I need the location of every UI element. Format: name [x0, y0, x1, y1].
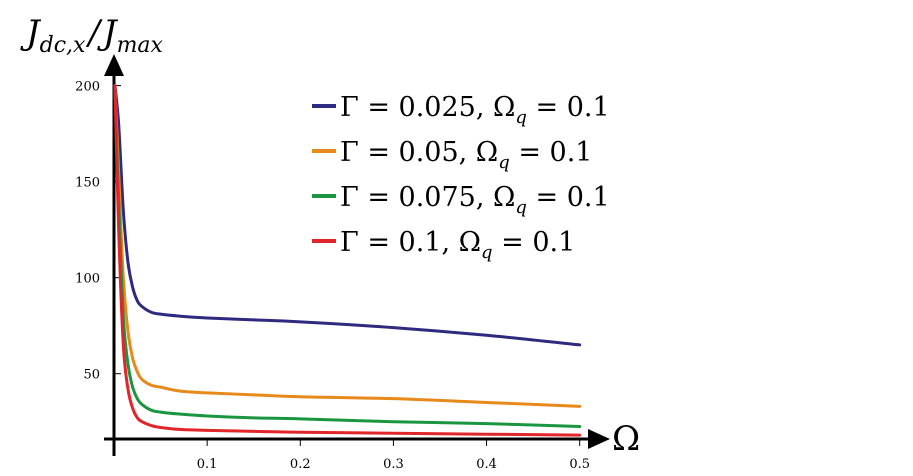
x-axis-label: Ω	[612, 419, 640, 459]
y-tick-label: 100	[75, 272, 100, 287]
legend-entry-label: Γ = 0.025, Ωq = 0.1	[340, 92, 610, 128]
legend-entry-label: Γ = 0.05, Ωq = 0.1	[340, 137, 592, 173]
series-line-1	[113, 84, 582, 347]
y-tick-label: 200	[75, 80, 100, 95]
series-lines	[113, 84, 582, 437]
y-tick-label: 50	[83, 368, 100, 383]
x-axis-arrowhead	[588, 429, 610, 449]
series-line-4	[113, 84, 582, 437]
legend-entry-label: Γ = 0.1, Ωq = 0.1	[340, 227, 575, 263]
x-tick-label: 0.4	[476, 457, 497, 472]
x-tick-label: 0.5	[569, 457, 590, 472]
x-tick-label: 0.3	[383, 457, 404, 472]
series-line-2	[113, 84, 582, 408]
x-tick-label: 0.2	[290, 457, 311, 472]
y-axis-label: Jdc,x/Jmax	[20, 13, 164, 58]
x-tick-label: 0.1	[197, 457, 218, 472]
y-ticks: 50 100 150 200	[75, 80, 121, 383]
legend-entry-label: Γ = 0.075, Ωq = 0.1	[340, 182, 610, 218]
y-axis-arrowhead	[104, 54, 124, 76]
y-tick-label: 150	[75, 176, 100, 191]
legend: Γ = 0.025, Ωq = 0.1 Γ = 0.05, Ωq = 0.1 Γ =…	[312, 92, 610, 263]
x-ticks: 0.1 0.2 0.3 0.4 0.5	[197, 439, 590, 472]
